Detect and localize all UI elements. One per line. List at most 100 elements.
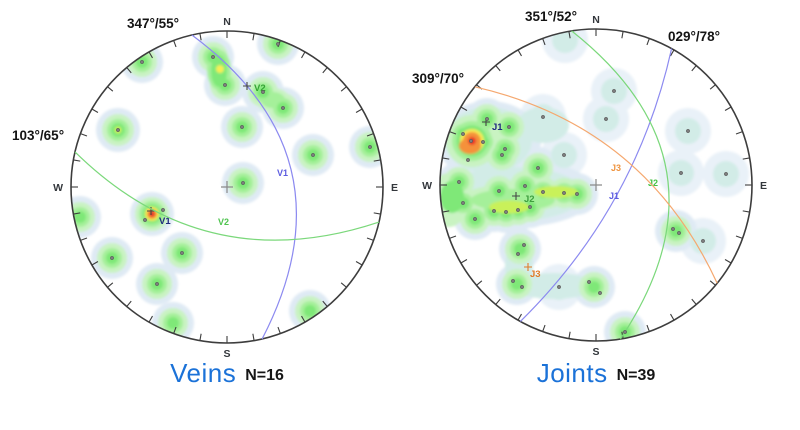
tick-mark [724, 106, 732, 111]
tick-mark [199, 33, 202, 41]
pole-point [701, 239, 705, 243]
tick-mark [568, 331, 571, 339]
tick-mark [80, 237, 88, 241]
pole-point [492, 209, 496, 213]
pole-point [311, 153, 315, 157]
compass-label-e: E [760, 180, 767, 192]
great-circle-v2 [74, 151, 380, 241]
pole-point [110, 256, 114, 260]
tick-mark [126, 67, 132, 74]
tick-mark [460, 106, 468, 111]
compass-label-n: N [223, 16, 231, 28]
pole-point [575, 192, 579, 196]
great-circle-label-j1: J1 [609, 191, 619, 201]
pole-point [562, 191, 566, 195]
pole-point [276, 42, 280, 46]
pole-point [223, 83, 227, 87]
pole-point [523, 184, 527, 188]
pole-point [507, 125, 511, 129]
pole-points [457, 89, 728, 334]
tick-mark [442, 210, 450, 213]
density-contours [71, 31, 383, 343]
tick-mark [91, 108, 99, 113]
contour-band [149, 211, 155, 217]
compass-label-w: W [422, 180, 432, 192]
pole-point [677, 231, 681, 235]
pole-point [541, 190, 545, 194]
pole-point [500, 153, 504, 157]
tick-mark [373, 212, 381, 215]
contour-band [167, 317, 179, 329]
mean-pole-label-j3: J3 [530, 269, 541, 280]
pole-point [155, 282, 159, 286]
panel-count-badge: N=16 [245, 367, 284, 384]
plane-annotation: 309°/70° [412, 71, 464, 86]
tick-mark [252, 33, 255, 41]
great-circle-label-j3: J3 [611, 163, 621, 173]
pole-point [497, 189, 501, 193]
tick-mark [442, 157, 450, 160]
pole-point [528, 205, 532, 209]
great-circle-label-j2: J2 [648, 178, 658, 188]
plane-annotation: 103°/65° [12, 128, 64, 143]
pole-point [679, 171, 683, 175]
mean-pole-cross-j3 [524, 263, 532, 271]
plane-annotation: 347°/55° [127, 16, 179, 31]
pole-points [110, 42, 372, 286]
great-circle-j2 [571, 30, 670, 340]
tick-mark [670, 313, 675, 321]
tick-mark [73, 159, 81, 162]
density-contours [440, 29, 749, 341]
pole-point [240, 125, 244, 129]
tick-mark [742, 157, 750, 160]
pole-point [461, 132, 465, 136]
plane-annotation: 029°/78° [668, 29, 720, 44]
great-circle-v1 [191, 34, 297, 340]
contour-band [534, 186, 578, 198]
tick-mark [107, 86, 114, 92]
pole-point [520, 285, 524, 289]
tick-mark [735, 235, 743, 239]
compass-label-n: N [592, 14, 600, 26]
tick-mark [670, 49, 675, 57]
pole-point [604, 117, 608, 121]
pole-point [180, 251, 184, 255]
plane-annotation: 351°/52° [525, 9, 577, 24]
panel-title-text: Veins [170, 358, 237, 388]
pole-point [562, 153, 566, 157]
tick-mark [646, 38, 650, 46]
tick-mark [709, 84, 716, 90]
pole-point [241, 181, 245, 185]
tick-mark [542, 324, 546, 332]
tick-mark [73, 212, 81, 215]
compass-label-s: S [223, 348, 230, 360]
pole-point [724, 172, 728, 176]
pole-point [140, 60, 144, 64]
tick-mark [322, 67, 328, 74]
tick-mark [449, 131, 457, 135]
pole-point [541, 115, 545, 119]
pole-point [281, 106, 285, 110]
mean-pole-cross-v2 [243, 82, 251, 90]
pole-point [143, 218, 147, 222]
pole-point [466, 158, 470, 162]
pole-point [612, 89, 616, 93]
tick-mark [301, 315, 306, 323]
tick-mark [126, 300, 132, 307]
pole-point [461, 201, 465, 205]
great-circle-label-v2: V2 [218, 217, 229, 227]
tick-mark [355, 261, 363, 266]
tick-mark [340, 282, 347, 288]
tick-mark [476, 280, 483, 286]
tick-mark [495, 298, 501, 305]
panel-caption-veins: Veins N=16 [77, 358, 377, 389]
great-circle-j1 [519, 48, 673, 322]
pole-point [503, 147, 507, 151]
tick-mark [252, 333, 255, 341]
pole-point [473, 217, 477, 221]
pole-point [587, 280, 591, 284]
mean-pole-label-j1: J1 [492, 122, 503, 133]
pole-point [623, 330, 627, 334]
tick-mark [460, 259, 468, 264]
